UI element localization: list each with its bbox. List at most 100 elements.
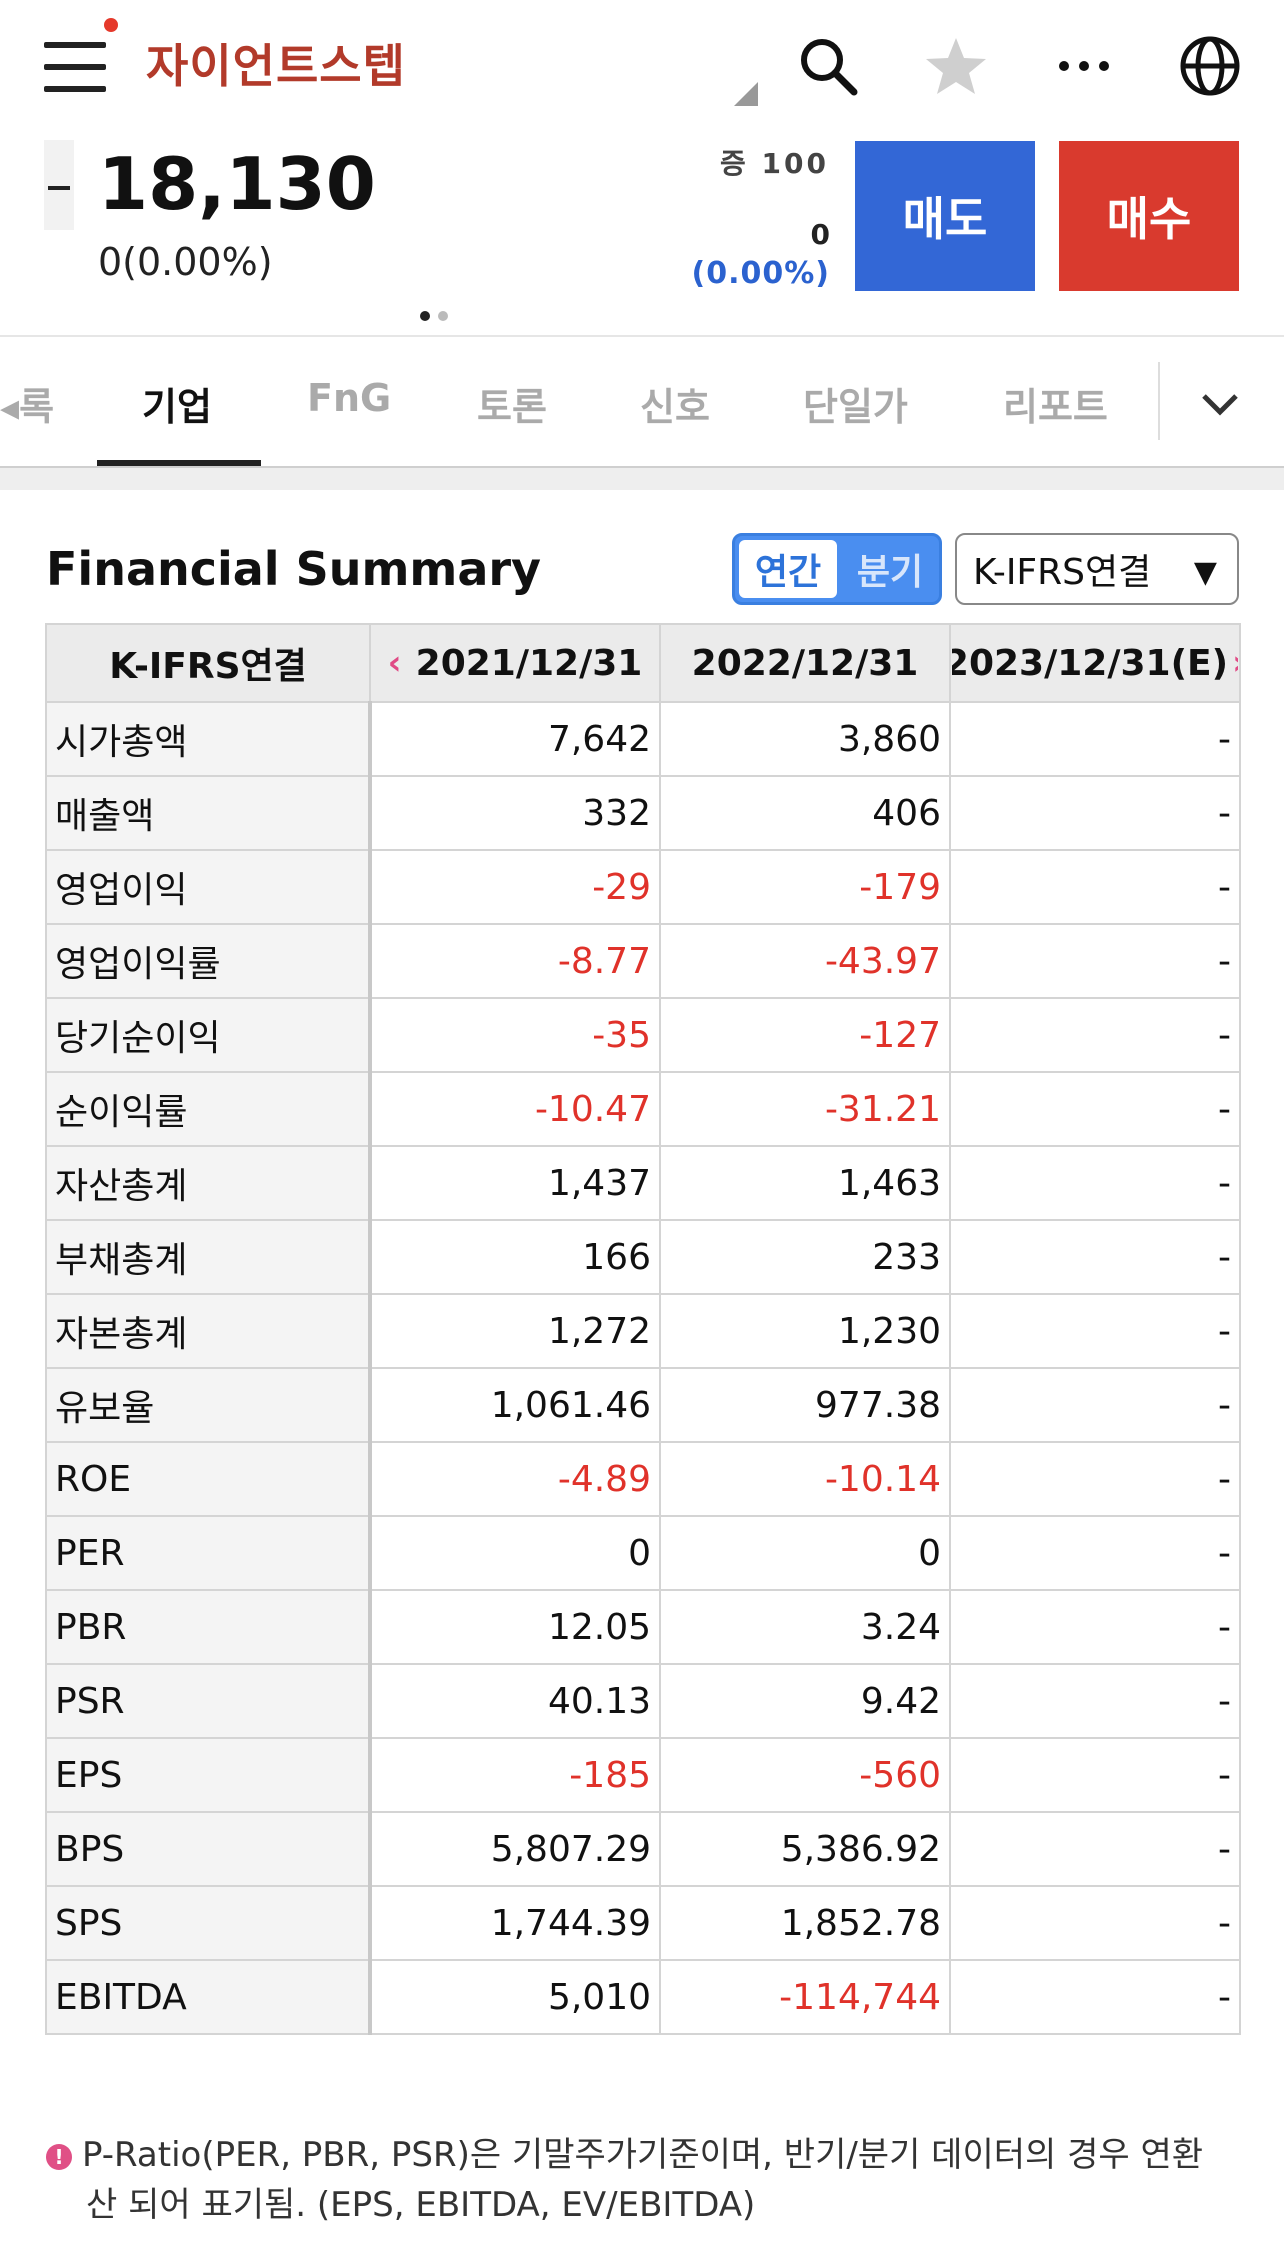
table-row: 당기순이익 -35 -127- bbox=[45, 997, 1241, 1073]
table-cell: - bbox=[949, 1515, 1241, 1591]
page-indicator bbox=[420, 306, 456, 325]
table-cell: -4.89 bbox=[369, 1441, 661, 1517]
table-cell: 166 bbox=[369, 1219, 661, 1295]
tab-prev[interactable]: ◂록 bbox=[0, 385, 55, 429]
table-cell: - bbox=[949, 997, 1241, 1073]
footnote-line: ! P-Ratio(PER, PBR, PSR)은 기말주가기준이며, 반기/분기… bbox=[46, 2130, 1246, 2180]
table-cell: - bbox=[949, 1885, 1241, 1961]
price-change: 0(0.00%) bbox=[98, 240, 273, 284]
menu-icon[interactable] bbox=[44, 40, 106, 92]
row-label: 영업이익률 bbox=[45, 923, 372, 999]
column-date: 2021/12/31 bbox=[415, 642, 643, 684]
active-tab-indicator bbox=[97, 460, 261, 466]
tab-signal[interactable]: 신호 bbox=[640, 385, 710, 429]
table-cell: -179 bbox=[659, 849, 951, 925]
table-row: 자본총계 1,272 1,230- bbox=[45, 1293, 1241, 1369]
tab-report[interactable]: 리포트 bbox=[1003, 385, 1108, 429]
tab-single-price[interactable]: 단일가 bbox=[803, 385, 908, 429]
table-cell: -127 bbox=[659, 997, 951, 1073]
row-label: PBR bbox=[45, 1589, 372, 1665]
chevron-left-icon[interactable]: ‹ bbox=[387, 643, 402, 683]
table-cell: 1,852.78 bbox=[659, 1885, 951, 1961]
row-label: EPS bbox=[45, 1737, 372, 1813]
row-label: 시가총액 bbox=[45, 701, 372, 777]
period-annual-button[interactable]: 연간 bbox=[739, 540, 837, 598]
table-row: 시가총액 7,642 3,860- bbox=[45, 701, 1241, 777]
app-header: 자이언트스텝 bbox=[0, 0, 1284, 130]
table-header-row: K-IFRS연결 ‹ 2021/12/31 2022/12/31 2023/12… bbox=[45, 623, 1241, 703]
row-label: EBITDA bbox=[45, 1959, 372, 2035]
stock-name[interactable]: 자이언트스텝 bbox=[146, 39, 406, 93]
price-flag bbox=[44, 140, 74, 230]
table-cell: 332 bbox=[369, 775, 661, 851]
table-cell: -29 bbox=[369, 849, 661, 925]
table-cell: - bbox=[949, 1737, 1241, 1813]
table-row: PSR 40.13 9.42- bbox=[45, 1663, 1241, 1739]
globe-icon[interactable] bbox=[1178, 34, 1242, 98]
table-cell: - bbox=[949, 1663, 1241, 1739]
row-label: PER bbox=[45, 1515, 372, 1591]
table-cell: 1,437 bbox=[369, 1145, 661, 1221]
row-label: 당기순이익 bbox=[45, 997, 372, 1073]
table-cell: - bbox=[949, 1811, 1241, 1887]
table-cell: 3.24 bbox=[659, 1589, 951, 1665]
table-cell: -10.14 bbox=[659, 1441, 951, 1517]
chevron-down-icon[interactable] bbox=[1196, 380, 1244, 428]
sell-button[interactable]: 매도 bbox=[855, 141, 1035, 291]
buy-button[interactable]: 매수 bbox=[1059, 141, 1239, 291]
divider bbox=[1158, 362, 1160, 440]
table-row: 부채총계 166 233- bbox=[45, 1219, 1241, 1295]
table-row: ROE -4.89 -10.14- bbox=[45, 1441, 1241, 1517]
row-label: 영업이익 bbox=[45, 849, 372, 925]
table-cell: 0 bbox=[369, 1515, 661, 1591]
volume-change-pct: (0.00%) bbox=[691, 256, 830, 291]
table-cell: 977.38 bbox=[659, 1367, 951, 1443]
more-icon[interactable] bbox=[1052, 34, 1116, 98]
table-row: 영업이익률 -8.77 -43.97- bbox=[45, 923, 1241, 999]
table-cell: - bbox=[949, 1219, 1241, 1295]
table-header-col2: 2022/12/31 bbox=[659, 623, 951, 703]
table-header-standard: K-IFRS연결 bbox=[45, 623, 371, 703]
table-cell: -560 bbox=[659, 1737, 951, 1813]
financial-table: K-IFRS연결 ‹ 2021/12/31 2022/12/31 2023/12… bbox=[45, 623, 1241, 2035]
search-icon[interactable] bbox=[796, 34, 860, 98]
table-cell: 40.13 bbox=[369, 1663, 661, 1739]
tab-company[interactable]: 기업 bbox=[142, 385, 212, 429]
row-label: SPS bbox=[45, 1885, 372, 1961]
volume-change: 0 bbox=[810, 218, 830, 251]
table-cell: -10.47 bbox=[369, 1071, 661, 1147]
table-cell: -35 bbox=[369, 997, 661, 1073]
standard-select[interactable]: K-IFRS연결 ▼ bbox=[955, 533, 1239, 605]
corner-triangle-icon bbox=[734, 82, 758, 106]
divider bbox=[0, 335, 1284, 337]
volume-label: 증 100 bbox=[720, 147, 829, 180]
column-date: 2023/12/31(E) bbox=[952, 642, 1229, 684]
period-toggle: 연간 분기 bbox=[732, 533, 942, 605]
star-icon[interactable] bbox=[924, 34, 988, 98]
table-cell: - bbox=[949, 1293, 1241, 1369]
current-price: 18,130 bbox=[98, 142, 376, 226]
tab-discussion[interactable]: 토론 bbox=[477, 385, 547, 429]
table-cell: -8.77 bbox=[369, 923, 661, 999]
table-cell: - bbox=[949, 1441, 1241, 1517]
table-cell: -114,744 bbox=[659, 1959, 951, 2035]
table-header-col3: 2023/12/31(E) › bbox=[949, 623, 1241, 703]
flat-change-icon bbox=[48, 186, 70, 190]
row-label: 매출액 bbox=[45, 775, 372, 851]
table-cell: 0 bbox=[659, 1515, 951, 1591]
table-cell: -31.21 bbox=[659, 1071, 951, 1147]
table-cell: 5,010 bbox=[369, 1959, 661, 2035]
section-title: Financial Summary bbox=[46, 542, 542, 596]
table-row: EPS -185 -560- bbox=[45, 1737, 1241, 1813]
table-cell: - bbox=[949, 1145, 1241, 1221]
table-cell: 5,807.29 bbox=[369, 1811, 661, 1887]
table-cell: - bbox=[949, 1367, 1241, 1443]
row-label: 자산총계 bbox=[45, 1145, 372, 1221]
chevron-right-icon[interactable]: › bbox=[1232, 643, 1238, 683]
table-cell: 9.42 bbox=[659, 1663, 951, 1739]
standard-select-value: K-IFRS연결 bbox=[973, 552, 1152, 593]
tab-fng[interactable]: FnG bbox=[307, 376, 392, 420]
section-divider bbox=[0, 466, 1284, 490]
table-header-col1: ‹ 2021/12/31 bbox=[369, 623, 661, 703]
period-quarter-button[interactable]: 분기 bbox=[856, 552, 924, 593]
